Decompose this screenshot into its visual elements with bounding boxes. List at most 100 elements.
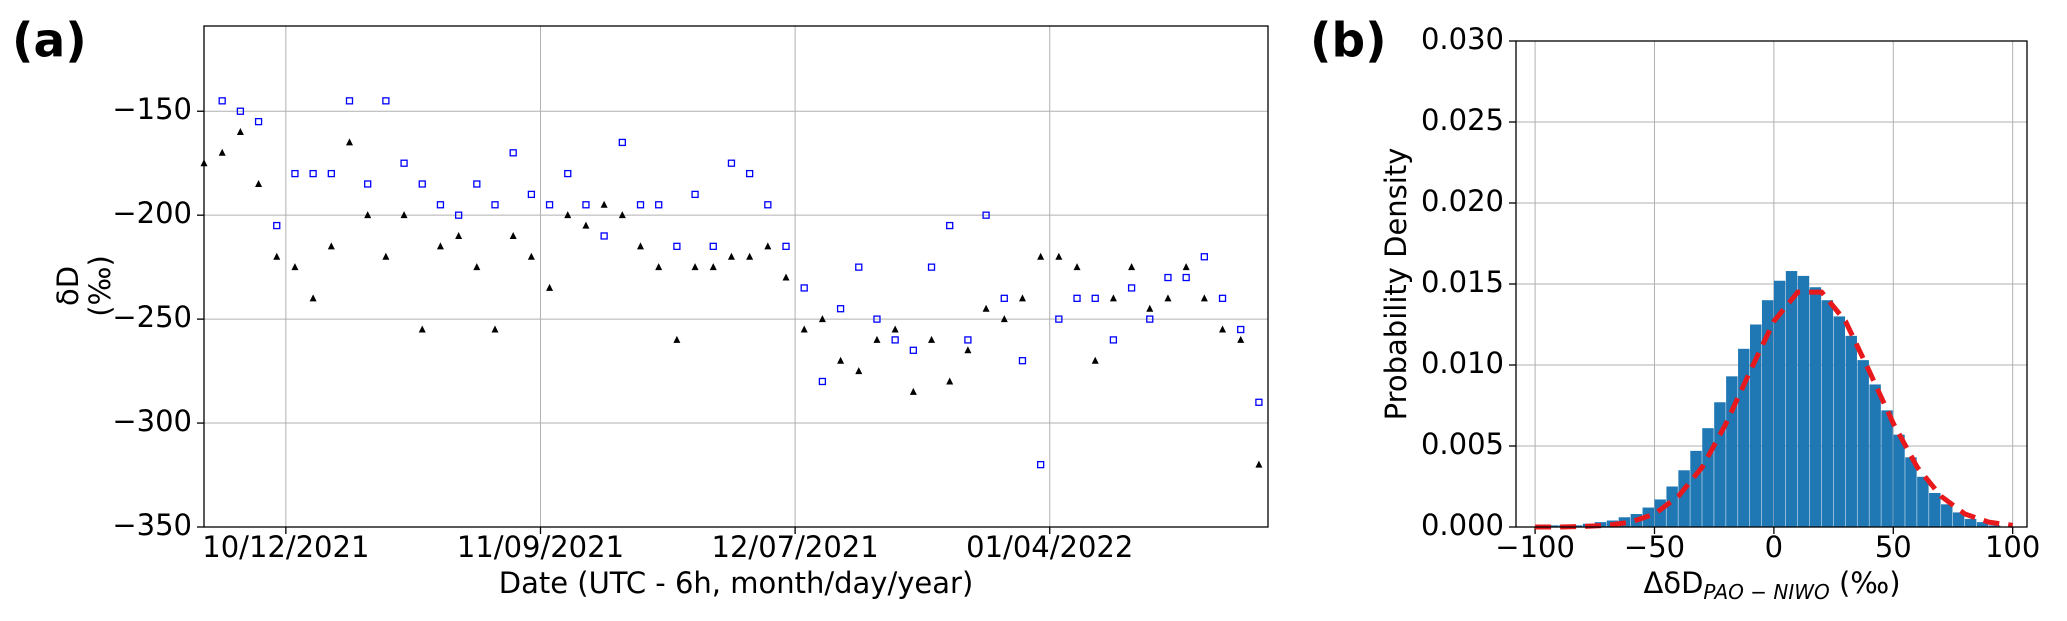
y-tick-label: 0.000 [1421,508,1504,542]
data-point [1091,294,1099,302]
bar [1726,376,1738,527]
data-point [418,325,426,333]
data-point [927,263,936,271]
bar [1976,522,1989,527]
bar [1952,512,1965,527]
data-point [400,159,408,167]
data-point [236,107,245,115]
data-point [600,232,608,240]
bar [1797,275,1810,527]
data-point [691,263,699,271]
data-point [782,273,790,281]
data-point [473,180,481,188]
bar [1785,271,1798,527]
bar [1702,428,1714,527]
data-point [1073,294,1081,302]
x-tick-label: 0 [1765,530,1783,564]
data-point [509,231,517,239]
data-point [1018,357,1027,365]
data-point [1091,356,1099,364]
data-point [1128,263,1136,271]
bar [1833,316,1846,527]
data-point [273,252,281,260]
data-point [673,242,681,251]
data-point [764,242,772,250]
data-point [1255,460,1263,468]
x-tick-label: 01/04/2022 [966,530,1133,564]
data-point [636,201,645,209]
data-point [964,346,972,354]
y-axis-label: (‰) [83,255,117,317]
data-point [746,252,754,260]
data-point [382,252,390,260]
data-point [1219,325,1227,333]
x-tick-label: 12/07/2021 [712,530,879,564]
x-axis-label-unit: (‰) [1830,566,1901,600]
data-point [1073,263,1081,271]
data-point [309,169,317,178]
data-point [618,138,626,147]
y-tick-label: 0.025 [1421,103,1504,137]
data-point [218,97,226,105]
x-tick-label: 10/12/2021 [202,530,369,564]
data-point [764,201,772,209]
data-point [1200,253,1208,261]
x-axis-label: ΔδDPAO − NIWO (‰) [1643,566,1900,604]
y-tick-label: 0.030 [1421,22,1504,56]
data-point [1055,315,1063,323]
data-point [1237,325,1245,334]
data-point [345,97,354,105]
data-point [327,169,335,178]
data-point [546,283,554,291]
data-point [982,304,990,312]
data-point [709,242,717,251]
y-tick-label: −300 [112,404,192,438]
data-point [273,221,281,230]
y-tick-label: −250 [112,300,192,334]
data-point [727,252,735,260]
data-point [1036,460,1045,469]
panel-label: (b) [1310,14,1387,69]
data-point [382,97,390,105]
data-point [1127,284,1136,292]
data-point [255,179,263,187]
y-axis-label: Probability Density [1379,148,1413,421]
bar [1988,525,2001,527]
bar [1738,348,1750,527]
x-axis-label-sub: PAO − NIWO [1703,580,1829,604]
data-point [909,387,917,395]
bar [1857,360,1869,527]
x-axis-label: Date (UTC - 6h, month/day/year) [499,566,974,600]
data-point [527,190,536,199]
bar [1893,434,1905,527]
data-point [1182,273,1190,282]
data-point [1109,294,1117,302]
data-point [946,377,954,385]
data-point [855,367,863,375]
x-tick-label: −100 [1495,530,1575,564]
data-point [1200,294,1208,302]
data-point [564,211,572,219]
data-point [236,128,244,136]
data-point [491,201,499,209]
data-point [727,159,736,167]
data-point [1146,304,1154,312]
data-point [691,190,699,199]
data-point [818,377,827,386]
data-point [655,201,663,209]
data-point [618,211,626,219]
data-point [1182,263,1190,271]
data-point [1237,335,1245,343]
y-tick-label: −150 [112,92,192,126]
data-point [545,201,554,209]
bar [1881,410,1893,527]
y-tick-label: 0.020 [1421,184,1504,218]
data-point [364,180,372,188]
bar [1845,335,1857,527]
data-point [891,336,899,344]
data-point [218,148,226,156]
data-point [818,315,826,323]
data-point [1000,315,1008,323]
x-tick-label: 11/09/2021 [457,530,624,564]
data-point [454,211,463,219]
